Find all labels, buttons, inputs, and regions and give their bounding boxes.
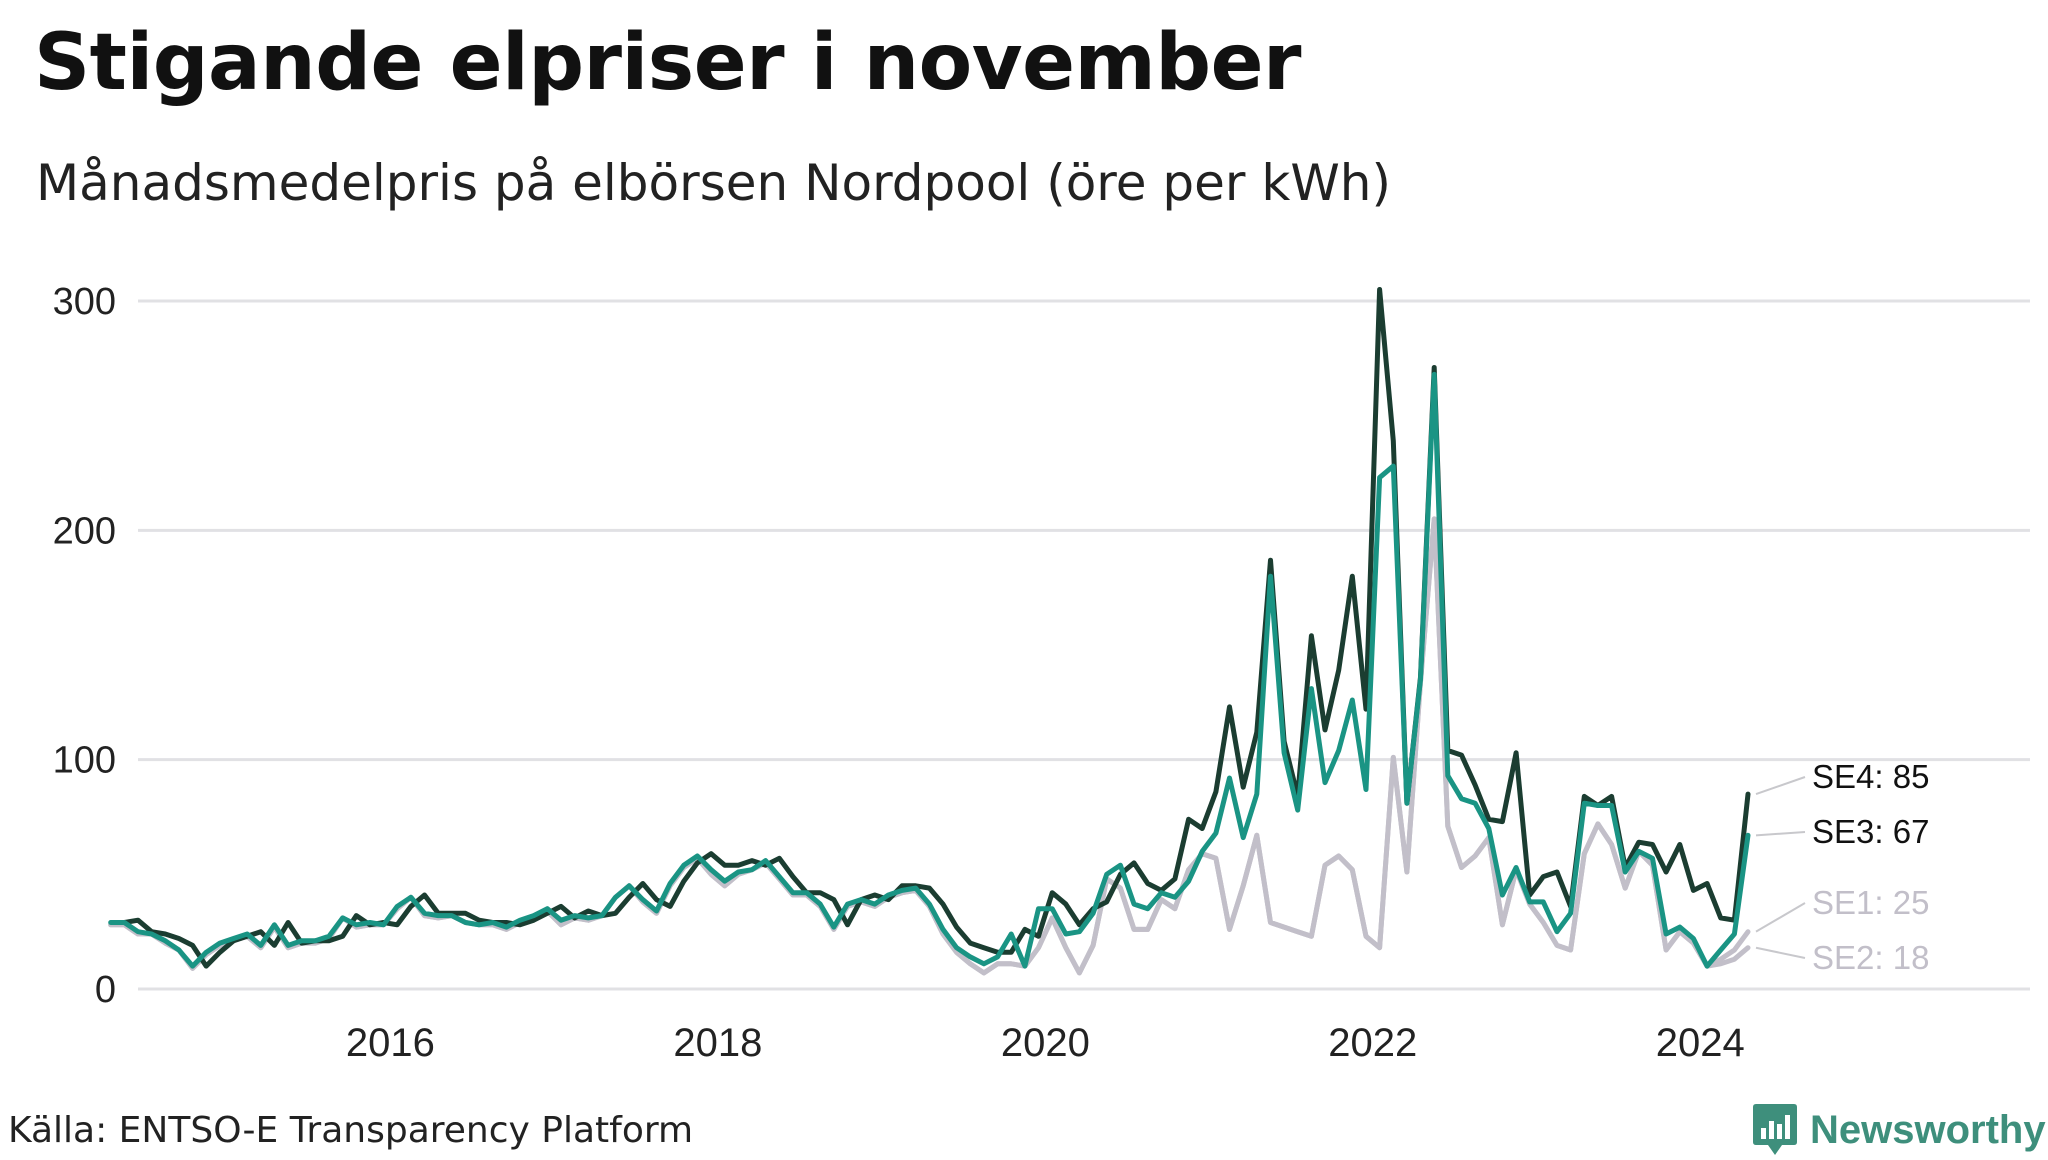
newsworthy-logo-icon (1753, 1104, 1797, 1155)
x-tick-label: 2016 (346, 1021, 435, 1065)
label-leader-line (1755, 776, 1806, 796)
source-note: Källa: ENTSO-E Transparency Platform (8, 1110, 694, 1151)
x-tick-label: 2020 (1001, 1021, 1090, 1065)
label-leader-line (1755, 902, 1806, 933)
y-tick-label: 100 (53, 740, 116, 782)
y-tick-label: 300 (53, 281, 116, 323)
brand-logo: Newsworthy (1752, 1100, 2046, 1160)
x-tick-label: 2024 (1656, 1021, 1745, 1065)
end-labels: SE4: 85 SE3: 67 SE1: 25 SE2: 18 (1755, 758, 1929, 976)
label-leader-line (1755, 831, 1806, 837)
label-leader-line (1755, 946, 1806, 959)
end-label-se2: SE2: 18 (1812, 939, 1929, 976)
y-tick-label: 200 (53, 510, 116, 552)
series-lines (108, 287, 1751, 976)
chart-title: Stigande elpriser i november (34, 18, 1301, 108)
series-line-se3 (108, 371, 1751, 969)
x-tick-label: 2018 (673, 1021, 762, 1065)
end-label-se4: SE4: 85 (1812, 758, 1929, 795)
series-line-se4 (121, 287, 1751, 969)
grid-lines (138, 299, 2030, 991)
end-label-se3: SE3: 67 (1812, 813, 1929, 850)
x-axis: 2016 2018 2020 2022 2024 (346, 1021, 1745, 1065)
y-axis: 0 100 200 300 (53, 281, 116, 1011)
chart-subtitle: Månadsmedelpris på elbörsen Nordpool (ör… (36, 154, 1391, 212)
brand-name: Newsworthy (1810, 1107, 2046, 1152)
end-label-se1: SE1: 25 (1812, 884, 1929, 921)
y-tick-label: 0 (95, 969, 116, 1011)
x-tick-label: 2022 (1328, 1021, 1417, 1065)
